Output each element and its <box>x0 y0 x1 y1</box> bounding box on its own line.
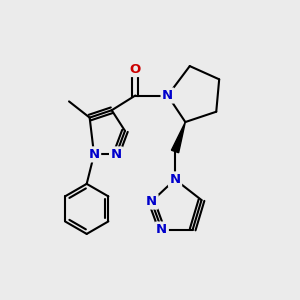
Text: N: N <box>111 148 122 161</box>
Text: N: N <box>169 173 181 186</box>
Text: O: O <box>130 62 141 76</box>
Text: N: N <box>88 148 100 161</box>
Text: N: N <box>162 89 173 102</box>
Text: N: N <box>156 223 167 236</box>
Text: N: N <box>146 195 157 208</box>
Polygon shape <box>171 122 185 153</box>
